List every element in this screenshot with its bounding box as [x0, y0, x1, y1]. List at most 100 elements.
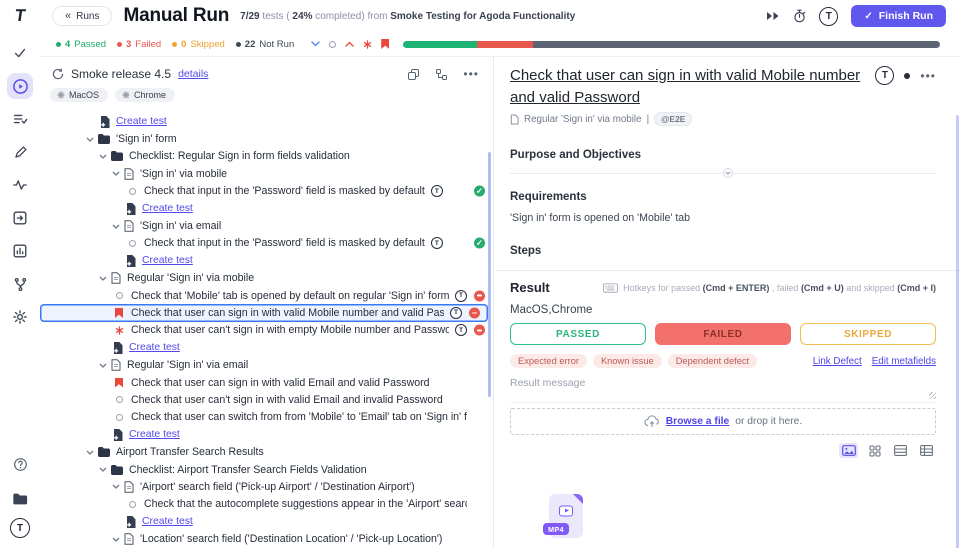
chevron-down-icon[interactable]	[311, 41, 320, 47]
finish-run-button[interactable]: ✓ Finish Run	[851, 5, 946, 27]
chevron-down-icon[interactable]	[99, 467, 107, 472]
create-test-row[interactable]: Create test	[40, 339, 493, 356]
back-to-runs-button[interactable]: « Runs	[52, 6, 113, 26]
rail-item-checklist[interactable]	[7, 106, 33, 132]
tree-test-row[interactable]: Check that user can sign in with valid E…	[40, 374, 493, 391]
tree-test-row[interactable]: Check that input in the 'Password' field…	[40, 235, 493, 252]
tree-folder-row[interactable]: Checklist: Airport Transfer Search Field…	[40, 461, 493, 478]
rail-item-settings[interactable]	[7, 304, 33, 330]
tree-test-row[interactable]: Check that user can't sign in with empty…	[40, 322, 493, 339]
test-title-link[interactable]: Check that user can sign in with valid M…	[510, 67, 861, 106]
priority-circle-icon[interactable]	[113, 413, 125, 421]
image-view-icon[interactable]	[839, 443, 858, 458]
chevron-down-icon[interactable]	[99, 363, 107, 368]
verdict-failed-button[interactable]: FAILED	[655, 323, 791, 345]
create-test-link[interactable]: Create test	[116, 116, 167, 128]
tree-suite-row[interactable]: 'Location' search field ('Destination Lo…	[40, 530, 493, 547]
more-menu-icon[interactable]: •••	[920, 68, 936, 83]
tree-test-row[interactable]: Check that 'Mobile' tab is opened by def…	[40, 287, 493, 304]
chevron-down-icon[interactable]	[112, 537, 120, 542]
grid-view-icon[interactable]	[865, 443, 884, 458]
details-link[interactable]: details	[178, 68, 209, 80]
environment-tag-macos[interactable]: MacOS	[50, 88, 109, 102]
create-test-link[interactable]: Create test	[142, 255, 193, 267]
user-avatar[interactable]: T	[819, 6, 839, 26]
tree-test-row[interactable]: Check that the autocomplete suggestions …	[40, 496, 493, 513]
create-test-link[interactable]: Create test	[129, 429, 180, 441]
collapse-toggle-icon[interactable]	[723, 168, 733, 178]
attachment-file-mp4[interactable]: MP4	[543, 494, 583, 538]
status-dot-icon[interactable]	[904, 72, 911, 79]
rail-item-import[interactable]	[7, 205, 33, 231]
create-test-row[interactable]: Create test	[40, 113, 493, 130]
chevron-down-icon[interactable]	[112, 224, 120, 229]
tree-suite-row[interactable]: Regular 'Sign in' via email	[40, 356, 493, 373]
bookmark-flag-icon[interactable]	[381, 39, 390, 49]
verdict-passed-button[interactable]: PASSED	[510, 323, 646, 345]
tree-view-icon[interactable]	[435, 68, 448, 81]
tree-suite-row[interactable]: Regular 'Sign in' via mobile	[40, 270, 493, 287]
table-view-icon[interactable]	[891, 443, 910, 458]
copy-icon[interactable]	[407, 68, 420, 81]
resize-handle[interactable]	[929, 392, 936, 399]
more-menu-icon[interactable]: •••	[463, 67, 479, 81]
priority-normal-icon[interactable]	[329, 40, 337, 48]
user-avatar[interactable]: T	[10, 518, 30, 538]
priority-circle-icon[interactable]	[113, 292, 125, 300]
chevron-up-icon[interactable]	[345, 41, 354, 47]
tree-test-row[interactable]: Check that user can't sign in with valid…	[40, 391, 493, 408]
chevron-down-icon[interactable]	[112, 171, 120, 177]
priority-circle-icon[interactable]	[126, 187, 138, 195]
create-test-link[interactable]: Create test	[142, 203, 193, 215]
tree-test-row[interactable]: Check that input in the 'Password' field…	[40, 183, 493, 200]
create-test-row[interactable]: Create test	[40, 426, 493, 443]
priority-circle-icon[interactable]	[126, 239, 138, 247]
tree-test-row[interactable]: Check that user can sign in with valid M…	[40, 304, 488, 322]
create-test-row[interactable]: Create test	[40, 252, 493, 269]
suite-name[interactable]: Regular 'Sign in' via mobile	[524, 113, 642, 125]
sync-icon[interactable]	[52, 68, 64, 80]
tree-suite-row[interactable]: 'Airport' search field ('Pick-up Airport…	[40, 478, 493, 495]
priority-circle-icon[interactable]	[113, 396, 125, 404]
link-defect-link[interactable]: Link Defect	[812, 355, 862, 367]
rail-item-branch[interactable]	[7, 271, 33, 297]
browse-file-link[interactable]: Browse a file	[665, 416, 730, 427]
quick-tag-expected-error[interactable]: Expected error	[510, 354, 587, 368]
chevron-down-icon[interactable]	[99, 276, 107, 281]
tree-folder-row[interactable]: 'Sign in' form	[40, 130, 493, 147]
create-test-link[interactable]: Create test	[142, 516, 193, 528]
priority-blocker-icon[interactable]	[113, 326, 125, 335]
timer-icon[interactable]	[793, 9, 806, 23]
quick-tag-dependent-defect[interactable]: Dependent defect	[667, 354, 758, 368]
create-test-row[interactable]: Create test	[40, 200, 493, 217]
blocker-icon[interactable]	[363, 39, 372, 49]
tree-folder-row[interactable]: Checklist: Regular Sign in form fields v…	[40, 148, 493, 165]
chevron-down-icon[interactable]	[86, 137, 94, 142]
details-scrollbar[interactable]	[956, 115, 959, 548]
chevron-down-icon[interactable]	[112, 484, 120, 490]
create-test-link[interactable]: Create test	[129, 342, 180, 354]
tree-suite-row[interactable]: 'Sign in' via mobile	[40, 165, 493, 182]
rail-item-pen[interactable]	[7, 139, 33, 165]
rail-item-activity[interactable]	[7, 172, 33, 198]
chevron-down-icon[interactable]	[86, 450, 94, 455]
chevron-down-icon[interactable]	[99, 154, 107, 159]
quick-tag-known-issue[interactable]: Known issue	[592, 354, 662, 368]
file-dropzone[interactable]: Browse a file or drop it here.	[510, 408, 936, 435]
tag-badge[interactable]: @E2E	[654, 112, 693, 126]
environment-tag-chrome[interactable]: Chrome	[115, 88, 176, 102]
assignee-avatar[interactable]: T	[875, 66, 895, 85]
result-message-input[interactable]	[510, 377, 936, 400]
rail-item-help[interactable]	[7, 451, 33, 477]
tree-folder-row[interactable]: Airport Transfer Search Results	[40, 443, 493, 460]
rail-item-check[interactable]	[7, 40, 33, 66]
tree-scrollbar[interactable]	[488, 152, 491, 397]
tree-suite-row[interactable]: 'Sign in' via email	[40, 217, 493, 234]
create-test-row[interactable]: Create test	[40, 513, 493, 530]
priority-bookmark-icon[interactable]	[113, 377, 125, 388]
list-view-icon[interactable]	[917, 443, 936, 458]
edit-metafields-link[interactable]: Edit metafields	[871, 355, 936, 367]
rail-item-projects[interactable]	[7, 486, 33, 512]
priority-circle-icon[interactable]	[126, 500, 138, 508]
verdict-skipped-button[interactable]: SKIPPED	[800, 323, 936, 345]
